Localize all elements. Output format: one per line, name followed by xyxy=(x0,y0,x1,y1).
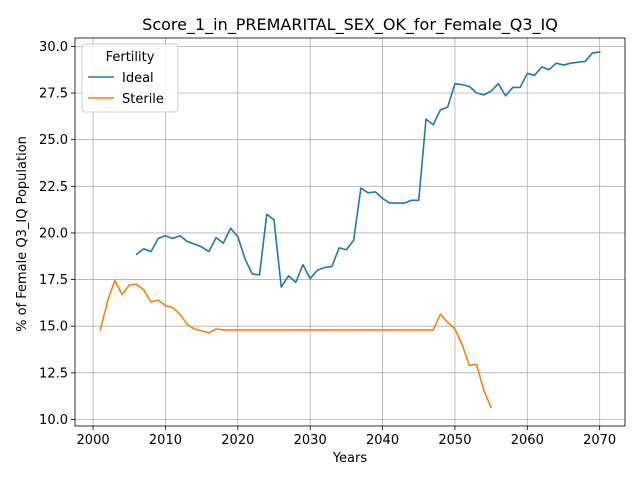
legend-title: Fertility xyxy=(106,50,155,65)
grid xyxy=(75,38,625,426)
legend: Fertility Ideal Sterile xyxy=(81,43,179,113)
x-tick-label: 2010 xyxy=(149,433,182,448)
legend-box xyxy=(81,43,179,113)
legend-label-ideal: Ideal xyxy=(122,71,154,86)
y-tick-label: 12.5 xyxy=(39,366,68,381)
legend-label-sterile: Sterile xyxy=(122,92,164,107)
y-tick-label: 20.0 xyxy=(39,226,68,241)
y-tick-label: 27.5 xyxy=(39,87,68,102)
y-axis: 10.0 12.5 15.0 17.5 20.0 22.5 25.0 27.5 30.0 xyxy=(39,40,75,428)
y-tick-label: 10.0 xyxy=(39,413,68,428)
y-tick-label: 25.0 xyxy=(39,133,68,148)
x-tick-label: 2060 xyxy=(511,433,544,448)
x-axis: 2000 2010 2020 2030 2040 2050 2060 2070 xyxy=(77,426,616,448)
x-tick-label: 2070 xyxy=(583,433,616,448)
plot-frame xyxy=(74,37,626,427)
y-axis-label: % of Female Q3_IQ Population xyxy=(15,136,30,332)
chart-title: Score_1_in_PREMARITAL_SEX_OK_for_Female_… xyxy=(142,15,558,35)
x-tick-label: 2000 xyxy=(77,433,110,448)
y-tick-label: 22.5 xyxy=(39,180,68,195)
x-axis-label: Years xyxy=(332,451,368,466)
series-lines xyxy=(99,51,601,409)
y-tick-label: 15.0 xyxy=(39,320,68,335)
series-line-sterile xyxy=(99,279,493,409)
y-tick-label: 30.0 xyxy=(39,40,68,55)
x-tick-label: 2030 xyxy=(294,433,327,448)
y-tick-label: 17.5 xyxy=(39,273,68,288)
series-line-ideal xyxy=(135,51,601,288)
x-tick-label: 2040 xyxy=(366,433,399,448)
x-tick-label: 2050 xyxy=(438,433,471,448)
x-tick-label: 2020 xyxy=(221,433,254,448)
